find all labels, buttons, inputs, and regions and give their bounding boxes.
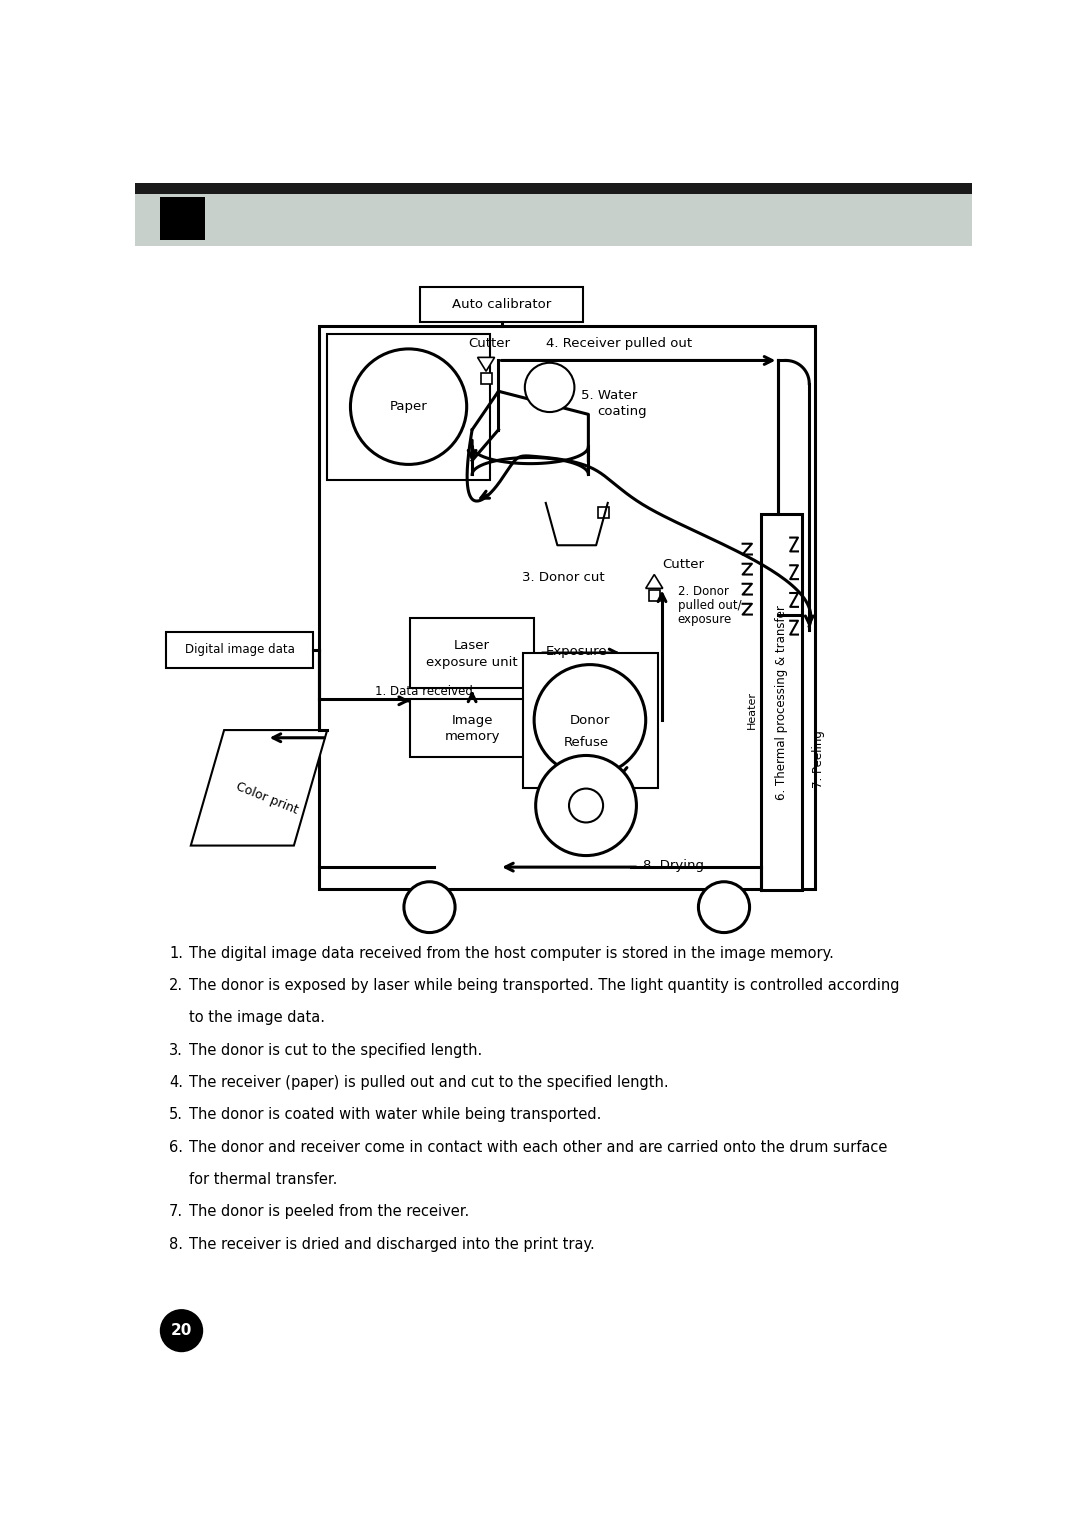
- Text: The receiver (paper) is pulled out and cut to the specified length.: The receiver (paper) is pulled out and c…: [189, 1076, 669, 1089]
- Text: Laser: Laser: [454, 639, 490, 652]
- Text: Color print: Color print: [233, 779, 300, 816]
- Text: 7.: 7.: [168, 1204, 183, 1219]
- Text: 8.: 8.: [170, 1236, 183, 1251]
- Text: The donor is peeled from the receiver.: The donor is peeled from the receiver.: [189, 1204, 470, 1219]
- Polygon shape: [477, 358, 495, 371]
- Text: Cutter: Cutter: [469, 338, 510, 350]
- Text: Refuse: Refuse: [564, 736, 609, 749]
- Bar: [320, 325, 815, 889]
- Bar: [135, 194, 972, 246]
- Bar: [523, 652, 658, 788]
- Text: Donor: Donor: [570, 714, 610, 726]
- Text: Digital image data: Digital image data: [185, 643, 295, 657]
- Text: Heater: Heater: [747, 691, 757, 729]
- Bar: [649, 590, 660, 601]
- Text: Exposure: Exposure: [545, 645, 607, 659]
- Bar: [135, 183, 972, 194]
- Text: exposure: exposure: [677, 613, 732, 625]
- Text: to the image data.: to the image data.: [189, 1010, 325, 1025]
- Text: 4. Receiver pulled out: 4. Receiver pulled out: [545, 338, 692, 350]
- Text: Cutter: Cutter: [662, 558, 704, 571]
- Text: The donor is exposed by laser while being transported. The light quantity is con: The donor is exposed by laser while bein…: [189, 978, 900, 993]
- Text: The receiver is dried and discharged into the print tray.: The receiver is dried and discharged int…: [189, 1236, 595, 1251]
- Text: 3.: 3.: [170, 1042, 183, 1057]
- Bar: [327, 333, 490, 480]
- Circle shape: [569, 788, 603, 822]
- Text: 1.: 1.: [170, 946, 183, 961]
- Text: 7. Peeling: 7. Peeling: [812, 730, 825, 787]
- Polygon shape: [646, 575, 663, 588]
- Circle shape: [535, 665, 646, 776]
- Text: pulled out/: pulled out/: [677, 599, 741, 611]
- Circle shape: [350, 348, 467, 465]
- Text: 2.: 2.: [168, 978, 183, 993]
- Bar: [166, 633, 313, 668]
- Text: 4.: 4.: [170, 1076, 183, 1089]
- Bar: [481, 373, 491, 384]
- Text: Auto calibrator: Auto calibrator: [451, 298, 551, 310]
- Text: Printing Mechanism: Printing Mechanism: [218, 205, 530, 232]
- Text: exposure unit: exposure unit: [427, 656, 518, 669]
- Bar: [420, 287, 583, 322]
- Circle shape: [404, 882, 455, 932]
- Bar: [598, 507, 609, 518]
- Text: coating: coating: [597, 405, 647, 417]
- Text: 6. Thermal processing & transfer: 6. Thermal processing & transfer: [774, 605, 787, 799]
- Text: 2. Donor: 2. Donor: [677, 585, 728, 597]
- Text: 6.: 6.: [170, 1140, 183, 1155]
- Text: The donor is cut to the specified length.: The donor is cut to the specified length…: [189, 1042, 483, 1057]
- Text: 8. Drying: 8. Drying: [644, 859, 704, 872]
- Text: 3. Donor cut: 3. Donor cut: [523, 571, 605, 584]
- Text: The donor is coated with water while being transported.: The donor is coated with water while bei…: [189, 1108, 602, 1123]
- Text: The donor and receiver come in contact with each other and are carried onto the : The donor and receiver come in contact w…: [189, 1140, 888, 1155]
- Text: 5. Water: 5. Water: [581, 388, 637, 402]
- Text: 2.4: 2.4: [166, 209, 199, 228]
- Bar: [160, 197, 205, 240]
- Text: Paper: Paper: [390, 400, 428, 413]
- Bar: [410, 700, 535, 756]
- Circle shape: [699, 882, 750, 932]
- Text: 1. Data received: 1. Data received: [375, 685, 473, 698]
- Text: The digital image data received from the host computer is stored in the image me: The digital image data received from the…: [189, 946, 834, 961]
- Circle shape: [160, 1309, 203, 1352]
- Polygon shape: [191, 730, 327, 845]
- Circle shape: [525, 362, 575, 413]
- Text: for thermal transfer.: for thermal transfer.: [189, 1172, 338, 1187]
- Bar: [410, 619, 535, 688]
- Circle shape: [536, 755, 636, 856]
- Text: Image: Image: [451, 714, 492, 726]
- Text: 20: 20: [171, 1323, 192, 1339]
- Text: memory: memory: [444, 730, 500, 744]
- Text: 5.: 5.: [170, 1108, 183, 1123]
- Bar: [761, 515, 801, 891]
